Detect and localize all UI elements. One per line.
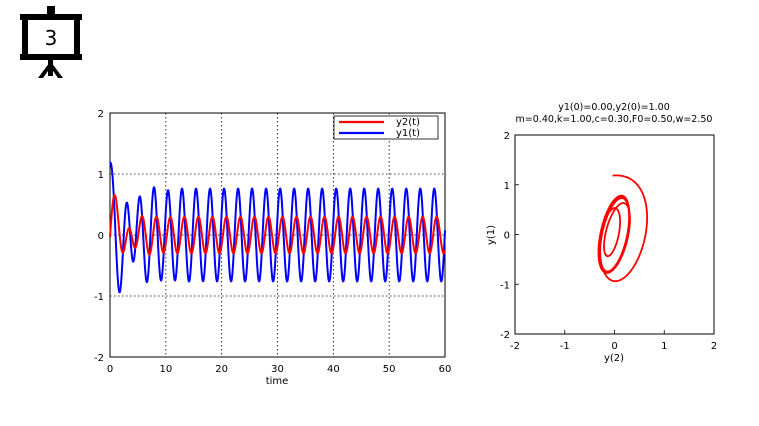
- series-line-y1t: [109, 161, 446, 294]
- slide-number: 3: [45, 26, 58, 50]
- y-tick-label-left: 0: [98, 231, 104, 242]
- axis-ticks-right: -2 -1 0 1 2 -2 -1 0 1 2: [500, 131, 717, 352]
- slide-number-badge: 3: [20, 6, 82, 78]
- phase-trajectory: [597, 174, 648, 283]
- y-tick-label-left: 2: [98, 109, 104, 120]
- series-right: [597, 174, 648, 283]
- y-tick-label-left: -2: [94, 353, 104, 364]
- series-left: [109, 161, 446, 294]
- y-tick-label-right: -2: [500, 330, 510, 341]
- y-tick-label-right: 0: [504, 231, 510, 242]
- x-tick-label-left: 0: [107, 364, 113, 375]
- plot-area-right: [514, 134, 715, 335]
- time-series-chart: 0 10 20 30 40 50 60 -2 -1 0 1 2 time y2(t) y1(t): [94, 109, 451, 387]
- x-tick-label-right: 1: [661, 341, 667, 352]
- y-tick-label-left: 1: [98, 170, 104, 181]
- x-tick-label-left: 60: [439, 364, 452, 375]
- legend-label-y2: y2(t): [396, 117, 420, 128]
- x-axis-label-right: y(2): [604, 353, 624, 364]
- presentation-board-icon: [20, 6, 82, 78]
- y-tick-label-left: -1: [94, 292, 104, 303]
- x-tick-label-right: 0: [611, 341, 617, 352]
- phase-title-line2: m=0.40,k=1.00,c=0.30,F0=0.50,w=2.50: [516, 114, 713, 125]
- axis-ticks-left: 0 10 20 30 40 50 60 -2 -1 0 1 2: [94, 109, 451, 375]
- phase-title-line1: y1(0)=0.00,y2(0)=1.00: [558, 102, 670, 113]
- x-tick-label-right: -1: [560, 341, 570, 352]
- y-tick-label-right: -1: [500, 280, 510, 291]
- y-tick-label-right: 2: [504, 131, 510, 142]
- legend-label-y1: y1(t): [396, 128, 420, 139]
- series-line-y2t: [109, 194, 446, 256]
- x-tick-label-left: 40: [327, 364, 340, 375]
- x-tick-label-left: 50: [383, 364, 396, 375]
- x-tick-label-left: 30: [271, 364, 284, 375]
- phase-plane-chart: y1(0)=0.00,y2(0)=1.00 m=0.40,k=1.00,c=0.…: [486, 102, 717, 364]
- x-tick-label-right: -2: [510, 341, 520, 352]
- x-tick-label-left: 10: [159, 364, 172, 375]
- x-axis-label-left: time: [266, 376, 289, 387]
- x-tick-label-right: 2: [711, 341, 717, 352]
- y-tick-label-right: 1: [504, 181, 510, 192]
- grid-left: [110, 113, 445, 357]
- x-tick-label-left: 20: [215, 364, 228, 375]
- y-axis-label-right: y(1): [486, 225, 497, 245]
- legend: y2(t) y1(t): [333, 115, 439, 140]
